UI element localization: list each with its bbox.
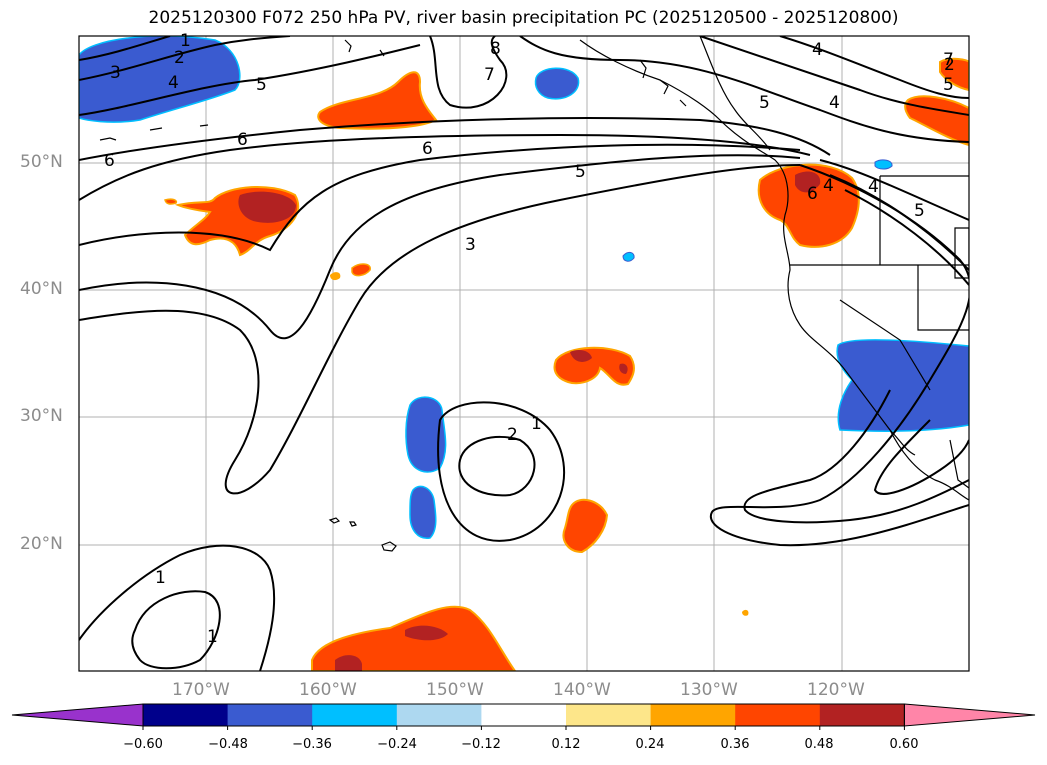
colorbar-extend-max <box>903 703 1036 727</box>
colorbar-segment <box>227 704 313 726</box>
contour-label: 3 <box>465 235 476 255</box>
colorbar-segment <box>566 704 652 726</box>
colorbar-segment <box>396 704 482 726</box>
positive-anomaly-areas <box>164 57 969 671</box>
contour-label: 4 <box>823 176 834 196</box>
map-panel <box>79 36 969 671</box>
colorbar-tick-label: −0.36 <box>292 737 332 752</box>
contour-label: 4 <box>812 40 823 60</box>
colorbar-segment <box>650 704 736 726</box>
lat-tick-label: 30°N <box>20 406 63 426</box>
colorbar-tick-label: 0.36 <box>720 737 750 752</box>
negative-anomaly-areas <box>79 36 969 539</box>
contour-label: 1 <box>531 414 542 434</box>
lat-tick-label: 20°N <box>20 534 63 554</box>
contour-label: 6 <box>807 184 818 204</box>
map-title: 2025120300 F072 250 hPa PV, river basin … <box>148 8 899 28</box>
colorbar-tick-label: 0.48 <box>804 737 834 752</box>
contour-label: 8 <box>490 39 501 59</box>
lon-tick-label: 130°W <box>680 680 738 700</box>
colorbar-outline <box>142 703 905 727</box>
lat-tick-label: 50°N <box>20 152 63 172</box>
colorbar-tick-label: −0.48 <box>208 737 248 752</box>
contour-label: 6 <box>237 130 248 150</box>
colorbar-tick-label: 0.24 <box>635 737 665 752</box>
lon-tick-label: 120°W <box>807 680 865 700</box>
colorbar-segment <box>143 704 229 726</box>
lon-tick-label: 140°W <box>553 680 611 700</box>
contour-label: 5 <box>943 75 954 95</box>
contour-label: 2 <box>174 48 185 68</box>
contour-label: 4 <box>168 73 179 93</box>
contour-label: 1 <box>155 568 166 588</box>
contour-label: 2 <box>507 425 518 445</box>
contour-label: 3 <box>110 63 121 83</box>
colorbar-tick-label: 0.60 <box>889 737 919 752</box>
colorbar-extend-min <box>11 703 144 727</box>
colorbar-tick-label: −0.24 <box>377 737 417 752</box>
lon-tick-label: 150°W <box>426 680 484 700</box>
contour-label: 1 <box>180 31 191 51</box>
lon-tick-label: 170°W <box>172 680 230 700</box>
contour-label: 5 <box>759 93 770 113</box>
lon-tick-label: 160°W <box>299 680 357 700</box>
colorbar-segment <box>481 704 567 726</box>
pv-contours <box>79 36 969 671</box>
contour-label: 6 <box>422 139 433 159</box>
colorbar-segment <box>312 704 398 726</box>
colorbar-segment <box>735 704 821 726</box>
contour-label: 5 <box>256 75 267 95</box>
colorbar <box>11 703 1036 730</box>
contour-label: 6 <box>104 151 115 171</box>
colorbar-tick-label: −0.60 <box>123 737 163 752</box>
colorbar-tick-label: 0.12 <box>551 737 581 752</box>
contour-label: 5 <box>914 201 925 221</box>
map-border <box>78 35 970 672</box>
contour-label: 7 <box>484 65 495 85</box>
contour-label: 2 <box>944 55 955 75</box>
contour-label: 4 <box>829 93 840 113</box>
contour-label: 1 <box>207 627 218 647</box>
lat-tick-label: 40°N <box>20 279 63 299</box>
contour-label: 5 <box>575 162 586 182</box>
colorbar-segment <box>819 704 905 726</box>
coastlines <box>99 36 969 552</box>
colorbar-tick-label: −0.12 <box>461 737 501 752</box>
contour-label: 7 <box>943 50 954 70</box>
contour-label: 4 <box>868 177 879 197</box>
